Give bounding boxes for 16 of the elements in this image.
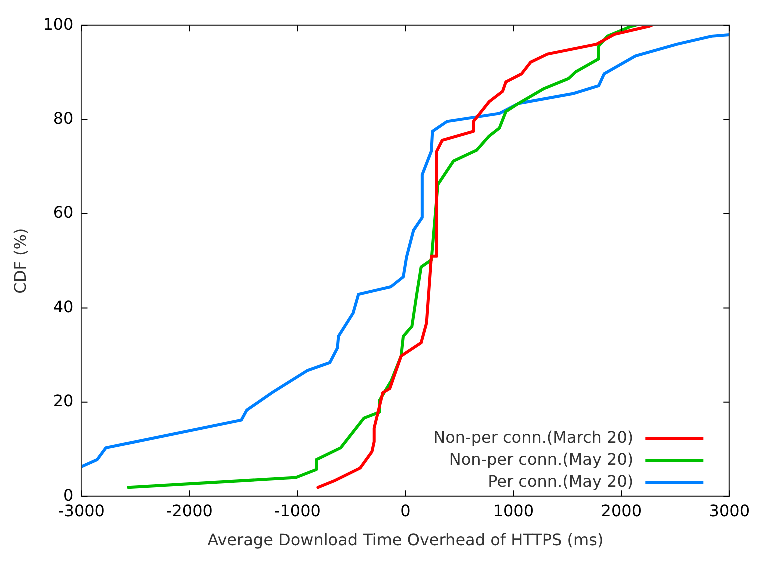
legend-label: Per conn.(May 20): [488, 472, 634, 491]
x-tick-label: 0: [400, 501, 411, 520]
legend-label: Non-per conn.(March 20): [434, 428, 634, 447]
y-tick-label: 60: [53, 203, 74, 222]
x-tick-label: 1000: [493, 501, 534, 520]
y-tick-label: 100: [43, 14, 74, 34]
x-axis-title: Average Download Time Overhead of HTTPS (ms): [208, 530, 604, 550]
y-tick-label: 80: [53, 108, 74, 128]
y-tick-label: 20: [53, 392, 74, 411]
x-tick-label: -1000: [274, 501, 321, 520]
x-tick-label: 2000: [601, 501, 642, 520]
y-axis-title: CDF (%): [10, 228, 30, 294]
legend-label: Non-per conn.(May 20): [449, 450, 634, 469]
y-tick-label: 40: [53, 297, 74, 316]
x-tick-label: 3000: [709, 501, 750, 520]
x-tick-label: -2000: [166, 501, 213, 520]
